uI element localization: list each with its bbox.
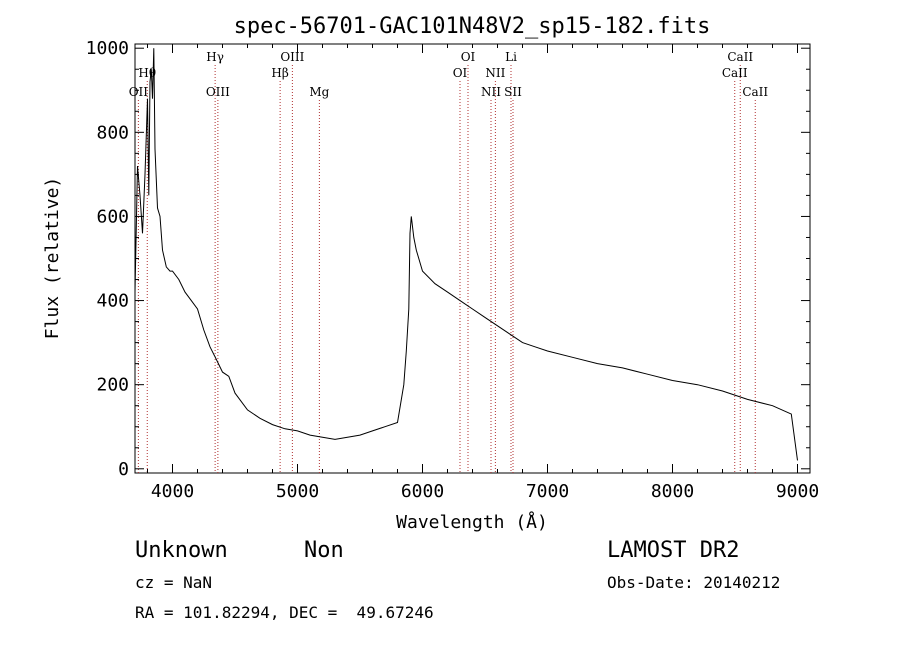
line-marker-label: CaII: [727, 50, 753, 64]
line-marker-label: Mg: [309, 85, 329, 99]
line-marker-label: Hβ: [271, 66, 288, 80]
line-marker-label: Hγ: [206, 50, 224, 64]
line-marker-label: NII: [481, 85, 501, 99]
line-marker-label: OIII: [206, 85, 230, 99]
x-tick-label: 4000: [151, 481, 194, 502]
x-tick-label: 5000: [276, 481, 319, 502]
x-tick-label: 7000: [526, 481, 569, 502]
x-tick-label: 8000: [651, 481, 694, 502]
line-marker-label: Li: [505, 50, 517, 64]
x-axis-ticks: 4000 5000 6000 7000 8000 9000: [147, 44, 819, 502]
y-tick-label: 600: [96, 206, 129, 227]
y-axis-ticks: 0 200 400 600 800 1000: [86, 38, 810, 480]
object-class: Unknown: [135, 538, 228, 563]
line-marker-label: CaII: [742, 85, 768, 99]
spectrum-series-line: [134, 48, 798, 461]
survey-name: LAMOST DR2: [607, 538, 740, 563]
plot-frame: [134, 43, 811, 474]
chart-title: spec-56701-GAC101N48V2_sp15-182.fits: [234, 14, 711, 39]
y-tick-label: 200: [96, 375, 129, 396]
line-marker-label: OI: [453, 66, 468, 80]
observation-date: Obs-Date: 20140212: [607, 573, 781, 592]
y-axis-label: Flux (relative): [42, 177, 63, 340]
redshift-cz: cz = NaN: [135, 573, 213, 592]
line-marker-label: CaII: [722, 66, 748, 80]
x-tick-label: 9000: [776, 481, 819, 502]
y-tick-label: 0: [118, 459, 129, 480]
y-tick-label: 400: [96, 291, 129, 312]
object-subclass: Non: [304, 538, 344, 563]
line-marker-label: OIII: [280, 50, 304, 64]
line-marker-label: NII: [485, 66, 505, 80]
line-marker-label: SII: [504, 85, 522, 99]
line-marker-label: OII: [129, 85, 149, 99]
y-tick-label: 1000: [86, 38, 129, 59]
line-marker-label: OI: [461, 50, 476, 64]
y-tick-label: 800: [96, 122, 129, 143]
x-tick-label: 6000: [401, 481, 444, 502]
coordinates: RA = 101.82294, DEC = 49.67246: [135, 603, 434, 622]
x-axis-label: Wavelength (Å): [396, 511, 548, 533]
